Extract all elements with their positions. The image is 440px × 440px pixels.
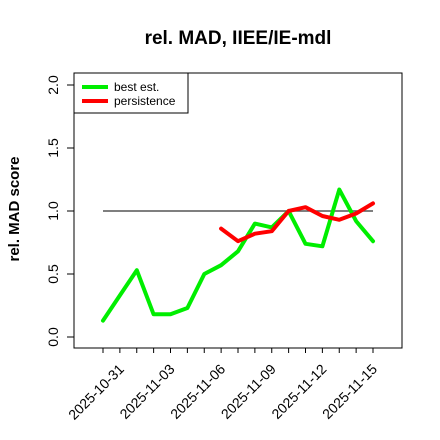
chart-title: rel. MAD, IIEE/IE-mdl (145, 28, 332, 49)
series-line-persistence (219, 201, 375, 244)
legend-label: best est. (114, 80, 159, 94)
legend: best est.persistence (73, 72, 189, 114)
series-line-best-est (101, 187, 375, 323)
legend-label: persistence (114, 94, 176, 108)
y-tick-label: 2.0 (45, 75, 61, 95)
y-tick-label: 1.5 (45, 138, 61, 158)
y-tick-label: 0.5 (45, 264, 61, 284)
y-tick-label: 0.0 (45, 327, 61, 347)
series-layer (101, 187, 375, 323)
legend-box (73, 72, 189, 114)
y-axis-label: rel. MAD score (6, 156, 23, 261)
y-tick-label: 1.0 (45, 201, 61, 221)
